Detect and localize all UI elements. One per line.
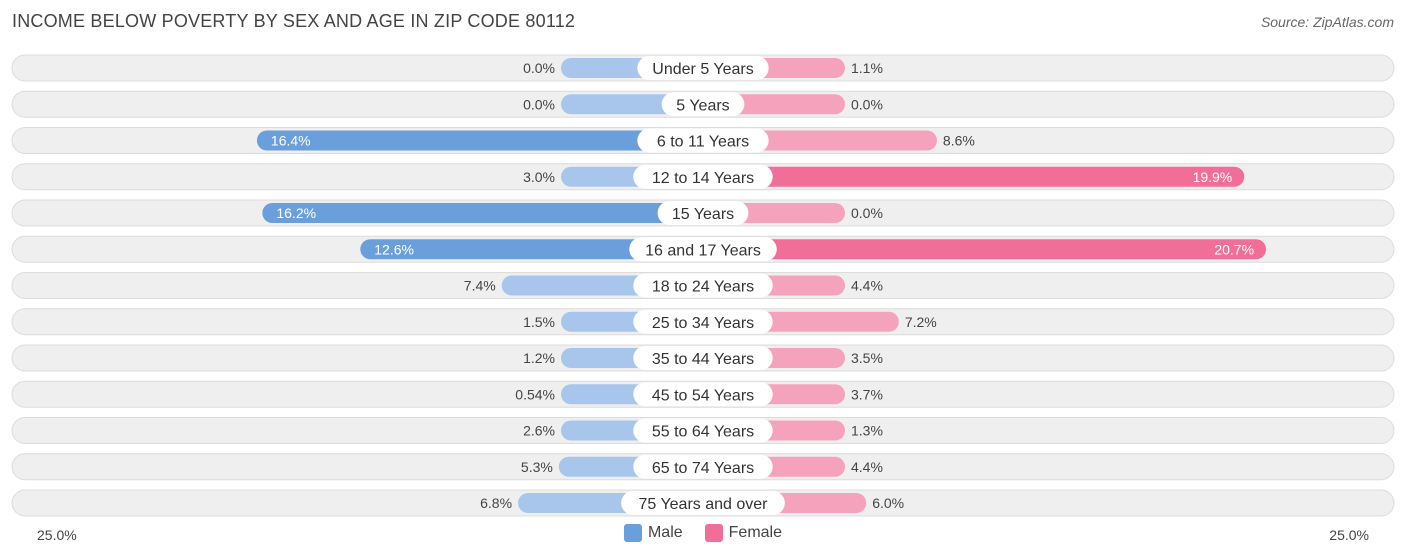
value-label-male-15-years: 16.2% (276, 205, 316, 221)
axis-label-right: 25.0% (1329, 527, 1369, 543)
category-pill-65-to-74-years (633, 454, 773, 479)
category-pill-5-years (661, 92, 745, 117)
value-label-male-under-5-years: 0.0% (523, 60, 555, 76)
category-label-55-to-64-years: 55 to 64 Years (652, 424, 754, 441)
value-label-female-16-and-17-years: 20.7% (1214, 241, 1254, 257)
value-label-male-6-to-11-years: 16.4% (271, 133, 311, 149)
value-label-male-18-to-24-years: 7.4% (464, 278, 496, 294)
value-label-female-75-years-and-over: 6.0% (872, 495, 904, 511)
value-label-male-25-to-34-years: 1.5% (523, 314, 555, 330)
category-label-6-to-11-years: 6 to 11 Years (657, 134, 749, 151)
legend-swatch-female (704, 524, 723, 542)
category-pill-75-years-and-over (621, 491, 785, 515)
category-label-18-to-24-years: 18 to 24 Years (652, 279, 754, 296)
category-label-65-to-74-years: 65 to 74 Years (652, 460, 754, 477)
category-label-under-5-years: Under 5 Years (652, 61, 753, 78)
bar-male-16-and-17-years (360, 239, 703, 260)
category-label-45-to-54-years: 45 to 54 Years (652, 387, 754, 404)
value-label-male-55-to-64-years: 2.6% (523, 423, 555, 439)
category-pill-18-to-24-years (633, 273, 773, 298)
bar-male-6-to-11-years (256, 130, 703, 151)
legend-item-female: Female (704, 524, 783, 542)
category-pill-55-to-64-years (633, 418, 773, 443)
bar-male-15-years (262, 203, 703, 223)
value-label-female-18-to-24-years: 4.4% (851, 278, 883, 294)
category-label-15-years: 15 Years (672, 206, 734, 223)
chart-title: INCOME BELOW POVERTY BY SEX AND AGE IN Z… (12, 11, 576, 31)
category-pill-25-to-34-years (633, 309, 773, 334)
value-label-male-12-to-14-years: 3.0% (523, 169, 555, 185)
bar-female-12-to-14-years (703, 166, 1245, 187)
legend-label-female: Female (728, 524, 783, 541)
category-pill-15-years (657, 201, 749, 225)
category-pill-45-to-54-years (633, 382, 773, 407)
category-label-16-and-17-years: 16 and 17 Years (645, 242, 761, 259)
legend-label-male: Male (647, 524, 683, 541)
legend-item-male: Male (623, 524, 683, 542)
value-label-female-12-to-14-years: 19.9% (1193, 169, 1233, 185)
value-label-female-6-to-11-years: 8.6% (943, 133, 975, 149)
value-label-female-35-to-44-years: 3.5% (851, 350, 883, 366)
axis-label-left: 25.0% (37, 527, 77, 543)
category-pill-6-to-11-years (637, 128, 769, 153)
category-label-25-to-34-years: 25 to 34 Years (652, 315, 754, 332)
legend-swatch-male (623, 524, 642, 542)
value-label-female-25-to-34-years: 7.2% (905, 314, 937, 330)
category-pill-12-to-14-years (633, 164, 773, 189)
category-pill-35-to-44-years (633, 346, 773, 370)
value-label-female-45-to-54-years: 3.7% (851, 386, 883, 402)
value-label-female-under-5-years: 1.1% (851, 60, 883, 76)
bar-female-16-and-17-years (703, 239, 1267, 260)
category-label-12-to-14-years: 12 to 14 Years (652, 170, 754, 187)
value-label-female-15-years: 0.0% (851, 205, 883, 221)
value-label-male-45-to-54-years: 0.54% (515, 386, 555, 402)
value-label-male-5-years: 0.0% (523, 96, 555, 112)
category-label-35-to-44-years: 35 to 44 Years (652, 351, 754, 368)
category-pill-under-5-years (637, 56, 769, 80)
value-label-male-16-and-17-years: 12.6% (374, 241, 414, 257)
value-label-male-65-to-74-years: 5.3% (521, 459, 553, 475)
value-label-male-35-to-44-years: 1.2% (523, 350, 555, 366)
category-label-5-years: 5 Years (676, 97, 729, 114)
value-label-male-75-years-and-over: 6.8% (480, 495, 512, 511)
value-label-female-65-to-74-years: 4.4% (851, 459, 883, 475)
category-pill-16-and-17-years (629, 237, 777, 262)
value-label-female-5-years: 0.0% (851, 96, 883, 112)
chart-canvas: 0.0% 1.1% Under 5 Years 0.0% 0.0% 5 Years 16.4… (11, 54, 1395, 517)
value-label-female-55-to-64-years: 1.3% (851, 423, 883, 439)
category-label-75-years-and-over: 75 Years and over (639, 496, 769, 513)
legend: Male Female (0, 524, 1406, 542)
source-note: Source: ZipAtlas.com (1260, 14, 1394, 30)
